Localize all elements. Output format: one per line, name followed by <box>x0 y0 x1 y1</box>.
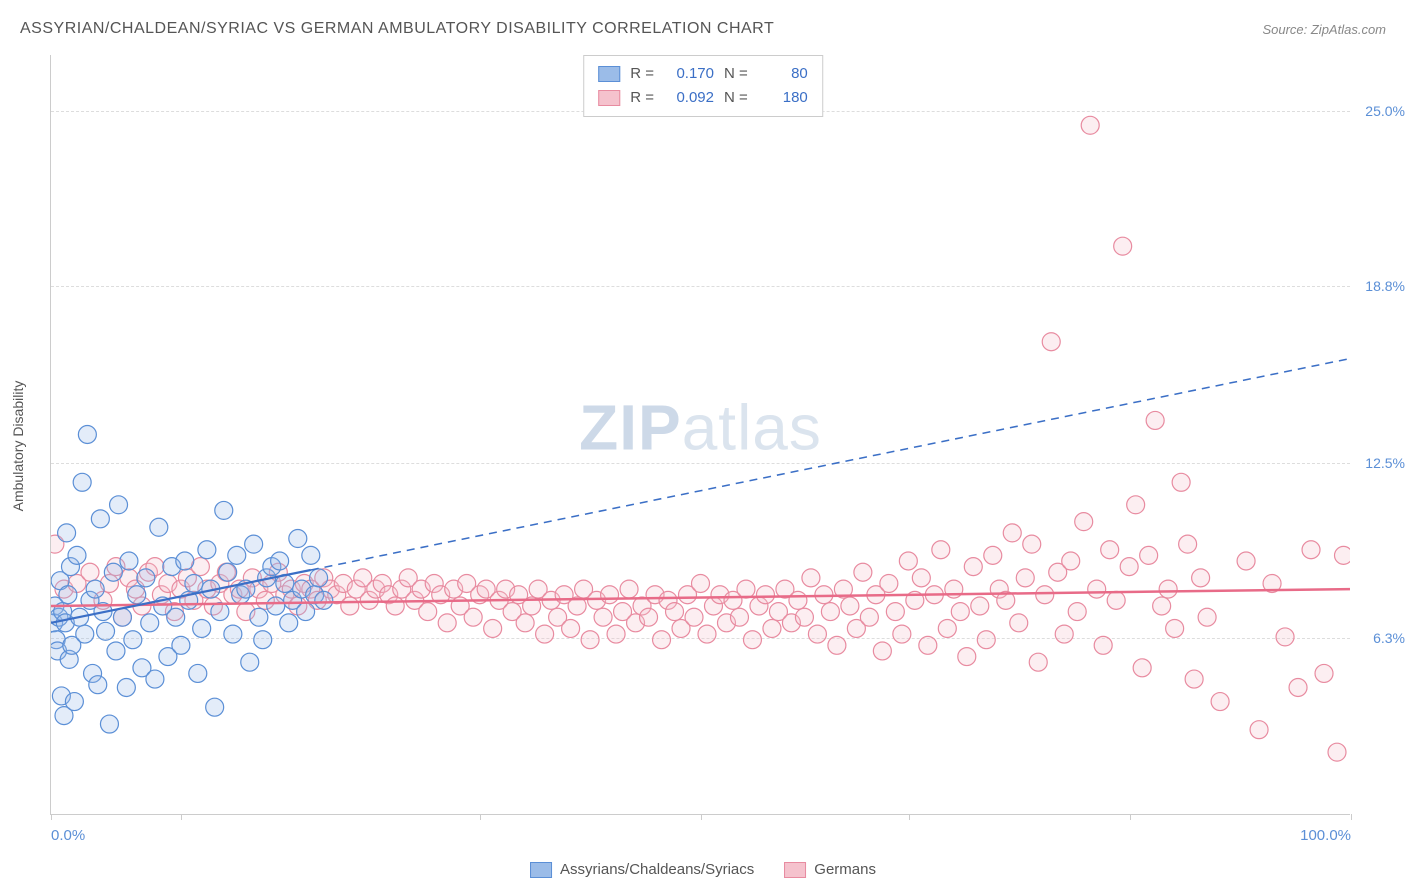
chart-title: ASSYRIAN/CHALDEAN/SYRIAC VS GERMAN AMBUL… <box>20 20 774 38</box>
legend-label: Assyrians/Chaldeans/Syriacs <box>560 861 754 878</box>
swatch-series-b <box>598 90 620 106</box>
y-axis-label: Ambulatory Disability <box>10 381 26 512</box>
swatch-series-b <box>784 862 806 878</box>
legend-label: Germans <box>814 861 876 878</box>
n-value: 80 <box>758 62 808 86</box>
xtick-label: 0.0% <box>51 827 85 844</box>
header: ASSYRIAN/CHALDEAN/SYRIAC VS GERMAN AMBUL… <box>20 20 1386 38</box>
legend-item-b: Germans <box>784 861 876 878</box>
source-label: Source: ZipAtlas.com <box>1262 22 1386 37</box>
n-value: 180 <box>758 86 808 110</box>
bottom-legend: Assyrians/Chaldeans/Syriacs Germans <box>530 861 876 878</box>
stats-row-b: R = 0.092 N = 180 <box>598 86 808 110</box>
legend-item-a: Assyrians/Chaldeans/Syriacs <box>530 861 754 878</box>
ytick-label: 12.5% <box>1365 455 1405 471</box>
stats-box: R = 0.170 N = 80 R = 0.092 N = 180 <box>583 55 823 117</box>
ytick-label: 6.3% <box>1373 630 1405 646</box>
chart-area: ZIPatlas 6.3%12.5%18.8%25.0%0.0%100.0% <box>50 55 1350 815</box>
n-label: N = <box>724 86 748 110</box>
r-label: R = <box>630 62 654 86</box>
xtick-label: 100.0% <box>1300 827 1351 844</box>
swatch-series-a <box>530 862 552 878</box>
scatter-plot <box>51 55 1350 814</box>
ytick-label: 18.8% <box>1365 278 1405 294</box>
r-value: 0.092 <box>664 86 714 110</box>
ytick-label: 25.0% <box>1365 103 1405 119</box>
r-value: 0.170 <box>664 62 714 86</box>
stats-row-a: R = 0.170 N = 80 <box>598 62 808 86</box>
n-label: N = <box>724 62 748 86</box>
r-label: R = <box>630 86 654 110</box>
swatch-series-a <box>598 66 620 82</box>
